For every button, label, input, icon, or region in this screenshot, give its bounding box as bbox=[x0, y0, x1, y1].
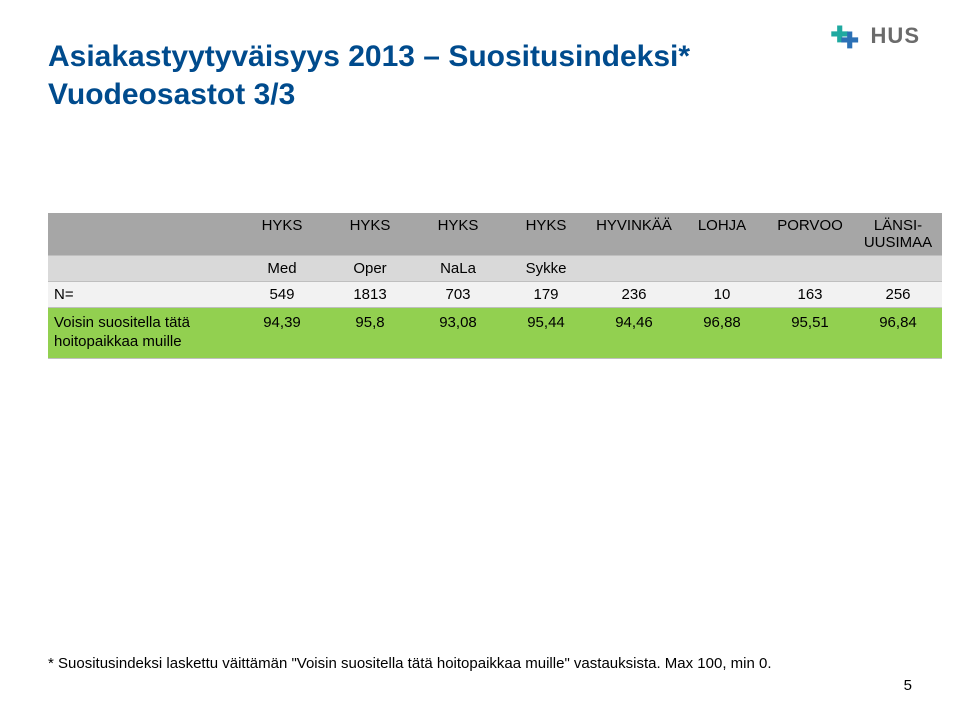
cell-n: 703 bbox=[414, 282, 502, 308]
cell-n: 10 bbox=[678, 282, 766, 308]
title-line-1: Asiakastyytyväisyys 2013 – Suositusindek… bbox=[48, 38, 748, 76]
cell-n: 163 bbox=[766, 282, 854, 308]
table-header-main: HYKS HYKS HYKS HYKS HYVINKÄÄ LOHJA PORVO… bbox=[48, 213, 942, 256]
col-header: LÄNSI-UUSIMAA bbox=[854, 213, 942, 256]
col-subheader: Oper bbox=[326, 256, 414, 282]
cell-data: 95,51 bbox=[766, 308, 854, 359]
col-header: HYKS bbox=[238, 213, 326, 256]
cell-data: 96,88 bbox=[678, 308, 766, 359]
col-subheader bbox=[678, 256, 766, 282]
header-empty bbox=[48, 256, 238, 282]
logo-mark: ✚ ✚ bbox=[831, 22, 867, 50]
cell-data: 93,08 bbox=[414, 308, 502, 359]
cell-n: 1813 bbox=[326, 282, 414, 308]
col-header: HYKS bbox=[326, 213, 414, 256]
logo-text: HUS bbox=[871, 23, 920, 49]
hus-logo: ✚ ✚ HUS bbox=[831, 22, 920, 50]
cell-data: 95,8 bbox=[326, 308, 414, 359]
page-number: 5 bbox=[904, 677, 912, 694]
table-row-data: Voisin suositella tätä hoitopaikkaa muil… bbox=[48, 308, 942, 359]
col-subheader: Med bbox=[238, 256, 326, 282]
plus-icon: ✚ bbox=[841, 28, 859, 54]
col-header: LOHJA bbox=[678, 213, 766, 256]
title-line-2: Vuodeosastot 3/3 bbox=[48, 76, 748, 114]
data-table: HYKS HYKS HYKS HYKS HYVINKÄÄ LOHJA PORVO… bbox=[48, 213, 912, 359]
row-label-data: Voisin suositella tätä hoitopaikkaa muil… bbox=[48, 308, 238, 359]
row-label-n: N= bbox=[48, 282, 238, 308]
cell-n: 236 bbox=[590, 282, 678, 308]
col-header: PORVOO bbox=[766, 213, 854, 256]
cell-n: 256 bbox=[854, 282, 942, 308]
table-row-n: N= 549 1813 703 179 236 10 163 256 bbox=[48, 282, 942, 308]
col-header: HYKS bbox=[414, 213, 502, 256]
col-header: HYVINKÄÄ bbox=[590, 213, 678, 256]
cell-data: 94,39 bbox=[238, 308, 326, 359]
col-subheader bbox=[590, 256, 678, 282]
col-subheader bbox=[854, 256, 942, 282]
cell-n: 179 bbox=[502, 282, 590, 308]
cell-data: 95,44 bbox=[502, 308, 590, 359]
col-subheader bbox=[766, 256, 854, 282]
footnote: * Suositusindeksi laskettu väittämän "Vo… bbox=[48, 655, 912, 672]
cell-data: 96,84 bbox=[854, 308, 942, 359]
slide: ✚ ✚ HUS Asiakastyytyväisyys 2013 – Suosi… bbox=[0, 0, 960, 720]
cell-data: 94,46 bbox=[590, 308, 678, 359]
page-title: Asiakastyytyväisyys 2013 – Suositusindek… bbox=[48, 38, 748, 113]
col-subheader: NaLa bbox=[414, 256, 502, 282]
col-subheader: Sykke bbox=[502, 256, 590, 282]
col-header: HYKS bbox=[502, 213, 590, 256]
table-header-sub: Med Oper NaLa Sykke bbox=[48, 256, 942, 282]
cell-n: 549 bbox=[238, 282, 326, 308]
header-empty bbox=[48, 213, 238, 256]
